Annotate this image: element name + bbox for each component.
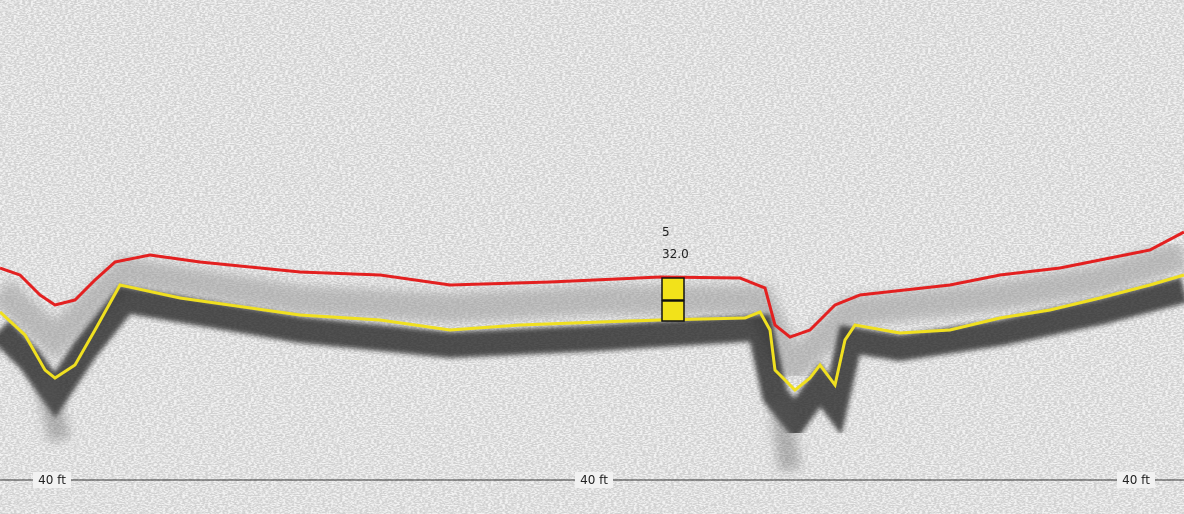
label-bg	[575, 472, 613, 488]
depth-label: 40 ft	[1122, 473, 1150, 487]
depth-label: 40 ft	[580, 473, 608, 487]
marker-box-bottom	[661, 300, 685, 322]
bottom-depth-line	[0, 273, 1184, 393]
bottom-limit-line	[0, 230, 1184, 339]
return-band	[0, 240, 1184, 387]
depth-label: 40 ft	[38, 473, 66, 487]
marker-label: 5	[662, 225, 670, 239]
marker-value: 32.0	[662, 247, 689, 261]
deep-return	[34, 377, 801, 472]
label-bg	[1117, 472, 1155, 488]
label-bg	[33, 472, 71, 488]
marker-box-top	[661, 277, 685, 301]
